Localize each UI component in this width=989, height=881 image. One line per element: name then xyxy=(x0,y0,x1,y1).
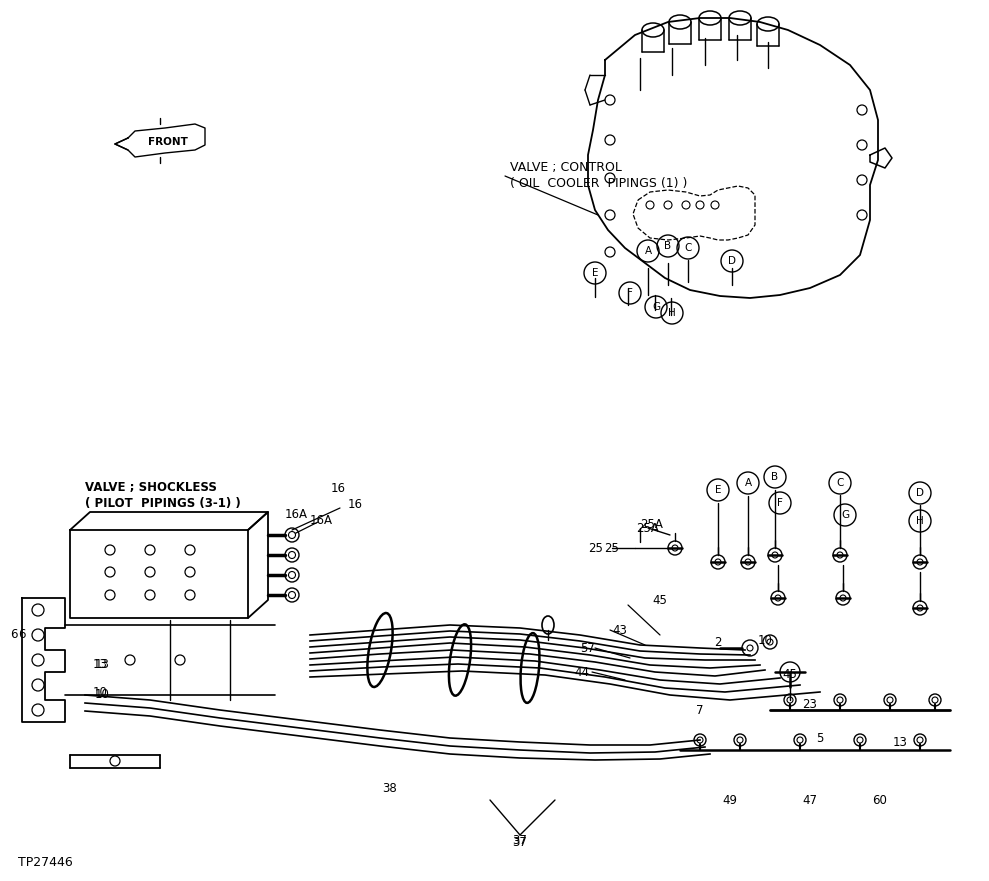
Text: 16A: 16A xyxy=(310,514,333,527)
Text: H: H xyxy=(669,308,675,318)
Text: 5: 5 xyxy=(816,731,824,744)
Text: F: F xyxy=(777,498,783,508)
Text: G: G xyxy=(652,302,660,312)
Text: B: B xyxy=(665,241,672,251)
Text: 57: 57 xyxy=(581,641,595,655)
Text: 49: 49 xyxy=(723,794,738,806)
Text: 13: 13 xyxy=(93,658,108,671)
Circle shape xyxy=(289,591,296,598)
Text: VALVE ; SHOCKLESS: VALVE ; SHOCKLESS xyxy=(85,482,217,494)
Circle shape xyxy=(289,552,296,559)
Text: 45: 45 xyxy=(653,594,668,606)
Text: D: D xyxy=(728,256,736,266)
Text: E: E xyxy=(715,485,721,495)
Text: 6: 6 xyxy=(18,628,26,641)
Text: ( OIL  COOLER  PIPINGS (1) ): ( OIL COOLER PIPINGS (1) ) xyxy=(510,177,687,190)
Text: B: B xyxy=(771,472,778,482)
Text: 2: 2 xyxy=(714,636,722,649)
Text: C: C xyxy=(837,478,844,488)
Circle shape xyxy=(289,531,296,538)
Text: 37: 37 xyxy=(512,836,527,849)
Text: VALVE ; CONTROL: VALVE ; CONTROL xyxy=(510,161,622,174)
Text: H: H xyxy=(916,516,924,526)
Text: 6: 6 xyxy=(11,628,18,641)
Text: F: F xyxy=(627,288,633,298)
Text: 60: 60 xyxy=(872,794,887,806)
Text: 25: 25 xyxy=(588,542,603,554)
Text: 38: 38 xyxy=(383,781,398,795)
Text: 10: 10 xyxy=(758,634,772,648)
Text: A: A xyxy=(645,246,652,256)
Text: 25A: 25A xyxy=(640,519,663,531)
Circle shape xyxy=(289,572,296,579)
Text: 37: 37 xyxy=(512,833,527,847)
Text: 7: 7 xyxy=(696,704,704,716)
Text: G: G xyxy=(841,510,850,520)
Text: 16A: 16A xyxy=(285,507,308,521)
Text: 10: 10 xyxy=(95,688,110,701)
Text: 23: 23 xyxy=(802,699,818,712)
Text: 45: 45 xyxy=(782,669,797,682)
Text: 10: 10 xyxy=(93,685,108,699)
Text: ( PILOT  PIPINGS (3-1) ): ( PILOT PIPINGS (3-1) ) xyxy=(85,497,240,509)
Text: TP27446: TP27446 xyxy=(18,855,73,869)
Text: 13: 13 xyxy=(95,658,110,671)
Text: 43: 43 xyxy=(612,624,627,636)
Text: FRONT: FRONT xyxy=(148,137,188,147)
Text: 16: 16 xyxy=(348,499,363,512)
Text: 25A: 25A xyxy=(637,522,660,535)
Text: 16: 16 xyxy=(330,483,345,495)
Text: 25: 25 xyxy=(604,542,619,554)
Text: 13: 13 xyxy=(892,736,908,749)
Text: 44: 44 xyxy=(575,665,589,678)
Text: A: A xyxy=(745,478,752,488)
Text: D: D xyxy=(916,488,924,498)
Text: E: E xyxy=(591,268,598,278)
Text: C: C xyxy=(684,243,691,253)
Text: 47: 47 xyxy=(802,794,818,806)
